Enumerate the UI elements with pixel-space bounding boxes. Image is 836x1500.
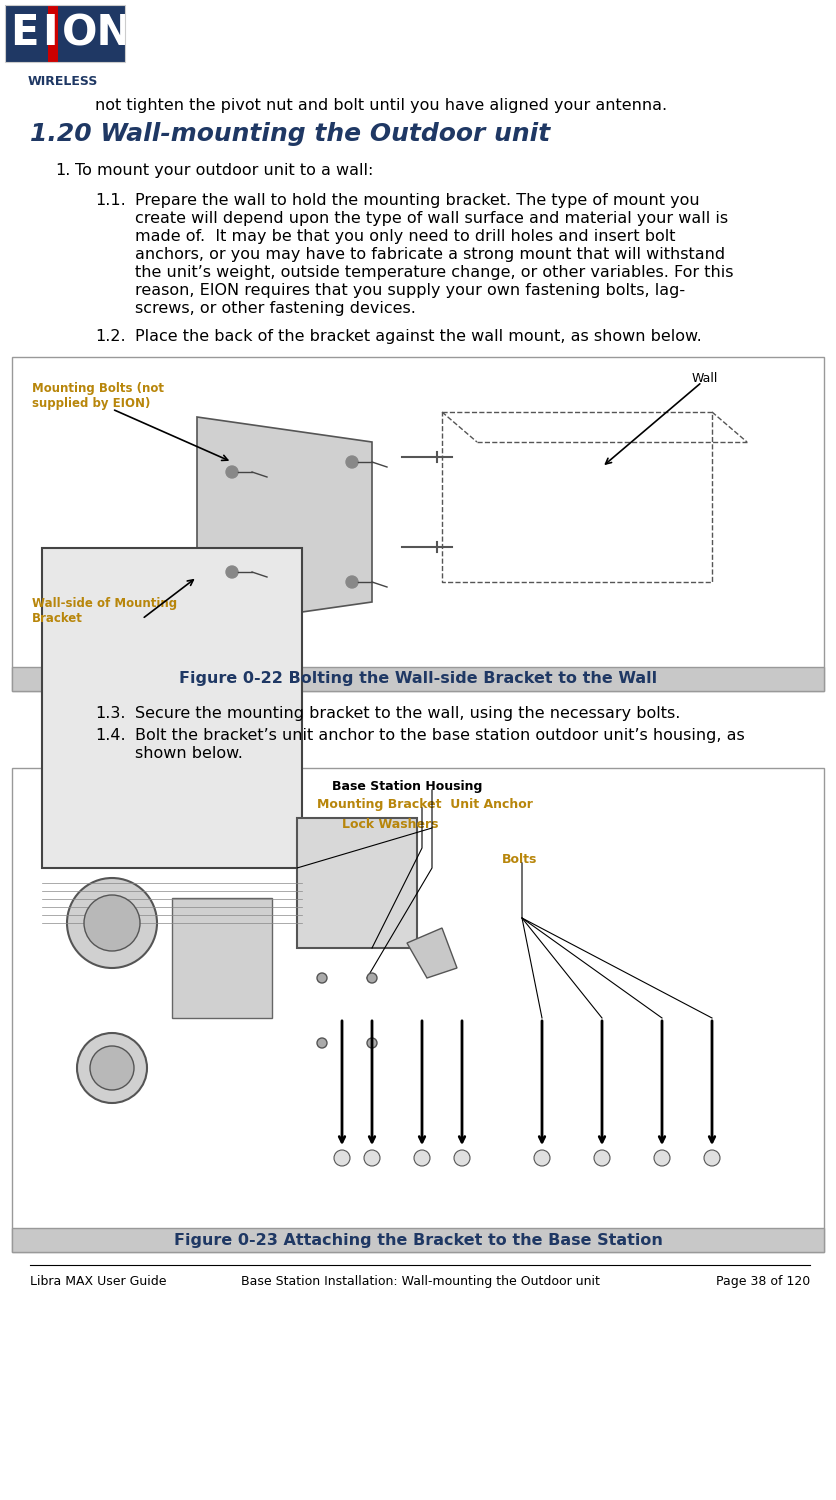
Bar [12,1228,824,1252]
Text: Wall-side of Mounting: Wall-side of Mounting [32,597,177,610]
Text: E: E [10,12,38,54]
Text: Figure 0-22 Bolting the Wall-side Bracket to the Wall: Figure 0-22 Bolting the Wall-side Bracke… [179,672,657,687]
Text: reason, EION requires that you supply your own fastening bolts, lag-: reason, EION requires that you supply yo… [135,284,686,298]
Bar [12,668,824,692]
Circle shape [414,1150,430,1166]
Circle shape [346,456,358,468]
Circle shape [454,1150,470,1166]
Text: supplied by EION): supplied by EION) [32,398,150,410]
Text: Mounting Bracket  Unit Anchor: Mounting Bracket Unit Anchor [317,798,533,812]
Text: create will depend upon the type of wall surface and material your wall is: create will depend upon the type of wall… [135,211,728,226]
Text: Figure 0-23 Attaching the Bracket to the Base Station: Figure 0-23 Attaching the Bracket to the… [174,1233,662,1248]
Text: Base Station Housing: Base Station Housing [332,780,482,794]
Text: 1.1.: 1.1. [95,194,125,208]
Text: ON: ON [62,12,132,54]
Text: Bolt the bracket’s unit anchor to the base station outdoor unit’s housing, as: Bolt the bracket’s unit anchor to the ba… [135,728,745,742]
Circle shape [367,974,377,982]
Circle shape [226,566,238,578]
Circle shape [334,1150,350,1166]
Text: Prepare the wall to hold the mounting bracket. The type of mount you: Prepare the wall to hold the mounting br… [135,194,700,208]
Text: Secure the mounting bracket to the wall, using the necessary bolts.: Secure the mounting bracket to the wall,… [135,706,681,722]
Bar [297,818,417,948]
Text: I: I [42,12,58,54]
Text: Wall: Wall [692,372,718,386]
Circle shape [317,974,327,982]
Circle shape [77,1034,147,1102]
Text: the unit’s weight, outside temperature change, or other variables. For this: the unit’s weight, outside temperature c… [135,266,733,280]
Circle shape [67,878,157,968]
Text: Lock Washers: Lock Washers [342,818,439,831]
Text: Bolts: Bolts [502,853,538,865]
Bar [5,4,125,62]
Bar [172,898,272,1019]
Text: 1.3.: 1.3. [95,706,125,722]
Circle shape [594,1150,610,1166]
Text: WIRELESS: WIRELESS [28,75,98,88]
Text: To mount your outdoor unit to a wall:: To mount your outdoor unit to a wall: [75,164,374,178]
Circle shape [226,466,238,478]
Text: Place the back of the bracket against the wall mount, as shown below.: Place the back of the bracket against th… [135,328,701,344]
Circle shape [654,1150,670,1166]
Text: 1.: 1. [55,164,70,178]
Text: anchors, or you may have to fabricate a strong mount that will withstand: anchors, or you may have to fabricate a … [135,248,725,262]
Text: Page 38 of 120: Page 38 of 120 [716,1275,810,1288]
Circle shape [317,1038,327,1048]
Circle shape [704,1150,720,1166]
Circle shape [84,896,140,951]
Bar [48,4,58,62]
Text: 1.4.: 1.4. [95,728,125,742]
Text: not tighten the pivot nut and bolt until you have aligned your antenna.: not tighten the pivot nut and bolt until… [95,98,667,112]
Bar [12,357,824,692]
Polygon shape [407,928,457,978]
Polygon shape [197,417,372,627]
Text: made of.  It may be that you only need to drill holes and insert bolt: made of. It may be that you only need to… [135,230,675,244]
Text: Bracket: Bracket [32,612,83,626]
Bar [5,4,125,62]
Text: shown below.: shown below. [135,746,243,760]
Text: Mounting Bolts (not: Mounting Bolts (not [32,382,164,394]
Text: screws, or other fastening devices.: screws, or other fastening devices. [135,302,415,316]
Circle shape [364,1150,380,1166]
Bar [12,768,824,1252]
Circle shape [367,1038,377,1048]
Text: 1.20 Wall-mounting the Outdoor unit: 1.20 Wall-mounting the Outdoor unit [30,122,550,146]
Circle shape [90,1046,134,1090]
Bar [42,548,302,868]
Text: Base Station Installation: Wall-mounting the Outdoor unit: Base Station Installation: Wall-mounting… [241,1275,599,1288]
Circle shape [534,1150,550,1166]
Text: Libra MAX User Guide: Libra MAX User Guide [30,1275,166,1288]
Circle shape [346,576,358,588]
Text: 1.2.: 1.2. [95,328,125,344]
